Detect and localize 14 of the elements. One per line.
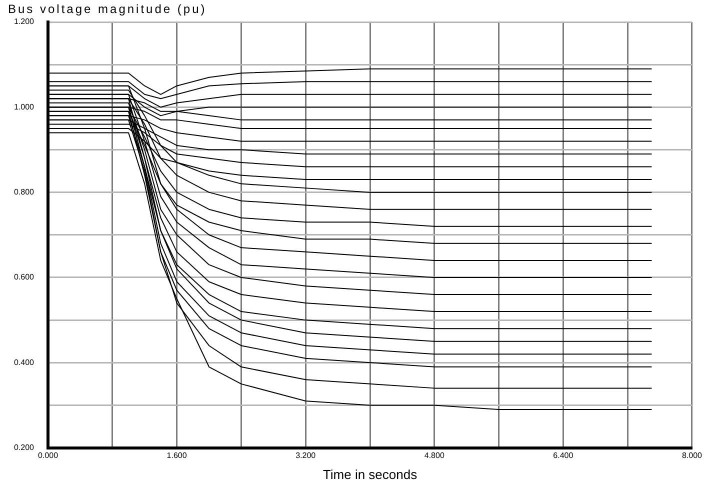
y-tick-label: 0.200 (14, 443, 35, 452)
y-tick-label: 0.800 (14, 188, 35, 197)
y-tick-label: 0.400 (14, 358, 35, 367)
y-tick-label: 1.200 (14, 17, 35, 26)
x-tick-label: 6.400 (553, 450, 574, 460)
x-tick-label: 1.600 (166, 450, 188, 460)
x-tick-label: 8.000 (682, 450, 703, 460)
x-tick-label: 0.000 (38, 450, 59, 460)
y-tick-label: 0.600 (14, 272, 35, 282)
x-tick-label: 3.200 (296, 450, 316, 460)
x-tick-label: 4.800 (424, 450, 445, 460)
y-axis-title: Bus voltage magnitude (pu) (8, 2, 207, 16)
y-tick-label: 1.000 (14, 102, 35, 112)
x-axis-title: Time in seconds (322, 466, 418, 482)
